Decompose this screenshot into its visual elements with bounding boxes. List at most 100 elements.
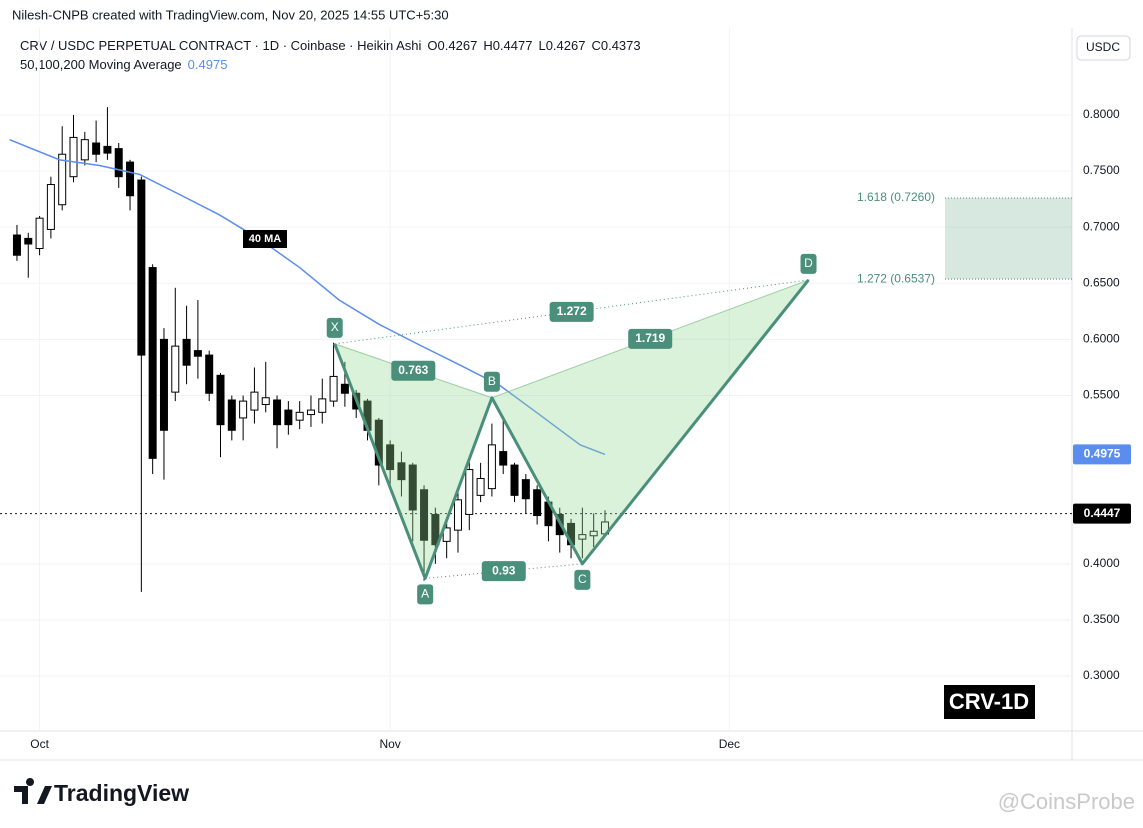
candle-body: [329, 375, 338, 402]
title: CRV / USDC PERPETUAL CONTRACT · 1D · Coi…: [20, 38, 422, 53]
ma-tag: 40 MA: [249, 233, 281, 245]
point-box: [417, 584, 434, 605]
ratio-box: [481, 561, 526, 582]
candle-body: [24, 237, 33, 245]
candle-body: [114, 148, 123, 178]
candle-body: [521, 479, 530, 500]
currency[interactable]: USDC: [1086, 40, 1120, 54]
badge: CRV-1D: [949, 689, 1029, 714]
fib-label: 1.272 (0.6537): [857, 271, 935, 285]
candle-body: [453, 499, 462, 531]
candle-body: [103, 145, 112, 154]
ma-price-label: 0.4975: [1084, 447, 1121, 461]
ohlc-prefix: H: [483, 38, 492, 53]
ohlc-value: 0.4267: [438, 38, 478, 53]
candle-body: [431, 513, 440, 546]
fib-label: 1.618 (0.7260): [857, 190, 935, 204]
ratio-label: 1.272: [557, 304, 587, 318]
ohlc-prefix: O: [427, 38, 437, 53]
point-label: D: [804, 256, 813, 270]
y-tick-label: 0.8000: [1083, 107, 1120, 121]
candle-body: [487, 444, 496, 490]
ohlc-prefix: L: [538, 38, 545, 53]
candle-body: [137, 179, 146, 356]
ma-legend: 50,100,200 Moving Average 0.4975: [20, 57, 227, 72]
candle-body: [46, 184, 55, 230]
ma-price-label-box: [1073, 444, 1131, 465]
ratio-box: [391, 360, 436, 381]
candle-body: [578, 534, 587, 540]
author-line: Nilesh-CNPB created with TradingView.com…: [12, 7, 449, 22]
candle-body: [318, 398, 327, 413]
badge-box: [942, 683, 1037, 721]
candle-body: [408, 464, 417, 511]
candle-body: [476, 478, 485, 496]
ma-tag-box: [243, 230, 287, 248]
ma-name: 50,100,200 Moving Average: [20, 57, 182, 72]
candle-body: [205, 354, 214, 394]
candle-body: [35, 217, 44, 249]
candle-body: [533, 489, 542, 517]
point-box: [483, 371, 500, 392]
candle-body: [273, 399, 282, 426]
x-tick-label: Oct: [30, 737, 49, 751]
pattern-line: [333, 278, 810, 580]
candle-body: [171, 345, 180, 393]
ratio-label: 1.719: [635, 331, 665, 345]
candle-body: [261, 397, 270, 405]
candle-body: [58, 153, 67, 206]
brand: TradingView: [54, 780, 189, 806]
candle-body: [397, 462, 406, 481]
ohlc-value: 0.4373: [601, 38, 641, 53]
pattern-fill: [491, 278, 811, 565]
plot: 0.8000 0.7500 0.7000 0.6500 0.6000 0.5500 0.40…: [0, 28, 1131, 751]
candle-body: [126, 161, 135, 197]
candle-body: [499, 451, 508, 466]
point-box: [574, 569, 591, 590]
candle-body: [193, 350, 202, 357]
candle-body: [12, 234, 21, 256]
y-tick-label: 0.5500: [1083, 388, 1120, 402]
candle-body: [295, 411, 304, 421]
brand-logo: [14, 778, 52, 804]
last-price-label: 0.4447: [1084, 506, 1121, 520]
y-tick-label: 0.4000: [1083, 556, 1120, 570]
candle-body: [69, 136, 78, 178]
candle-body: [284, 409, 293, 426]
x-tick-label: Dec: [719, 737, 740, 751]
candle-body: [589, 530, 598, 537]
candle-body: [442, 527, 451, 542]
candle-body: [465, 469, 474, 515]
logo-mark: [14, 778, 52, 804]
candle-body: [250, 391, 259, 411]
y-tick-label: 0.3500: [1083, 612, 1120, 626]
point-label: X: [331, 320, 339, 334]
candle-body: [80, 139, 89, 161]
candle-body: [227, 399, 236, 431]
candle-body: [216, 374, 225, 426]
currency-box[interactable]: [1076, 35, 1131, 61]
y-tick-label: 0.6000: [1083, 332, 1120, 346]
candle-body: [182, 338, 191, 366]
candle-body: [420, 489, 429, 541]
fib-zone: [945, 198, 1072, 280]
x-tick-label: Nov: [379, 737, 400, 751]
ma-value: 0.4975: [188, 57, 228, 72]
ohlc-value: 0.4477: [493, 38, 533, 53]
point-box: [800, 253, 817, 274]
ratio-label: 0.93: [492, 563, 516, 577]
candle-body: [386, 444, 395, 471]
symbol-title: CRV / USDC PERPETUAL CONTRACT · 1D · Coi…: [20, 38, 641, 53]
y-tick-label: 0.3000: [1083, 668, 1120, 682]
candle-body: [306, 409, 315, 416]
y-tick-label: 0.7500: [1083, 163, 1120, 177]
y-tick-label: 0.7000: [1083, 219, 1120, 233]
y-tick-label: 0.6500: [1083, 275, 1120, 289]
last-price-label-box: [1073, 503, 1131, 524]
point-label: C: [578, 572, 587, 586]
candle-body: [159, 338, 168, 431]
candle-body: [374, 419, 383, 466]
ohlc-prefix: C: [591, 38, 600, 53]
candle-body: [510, 464, 519, 496]
